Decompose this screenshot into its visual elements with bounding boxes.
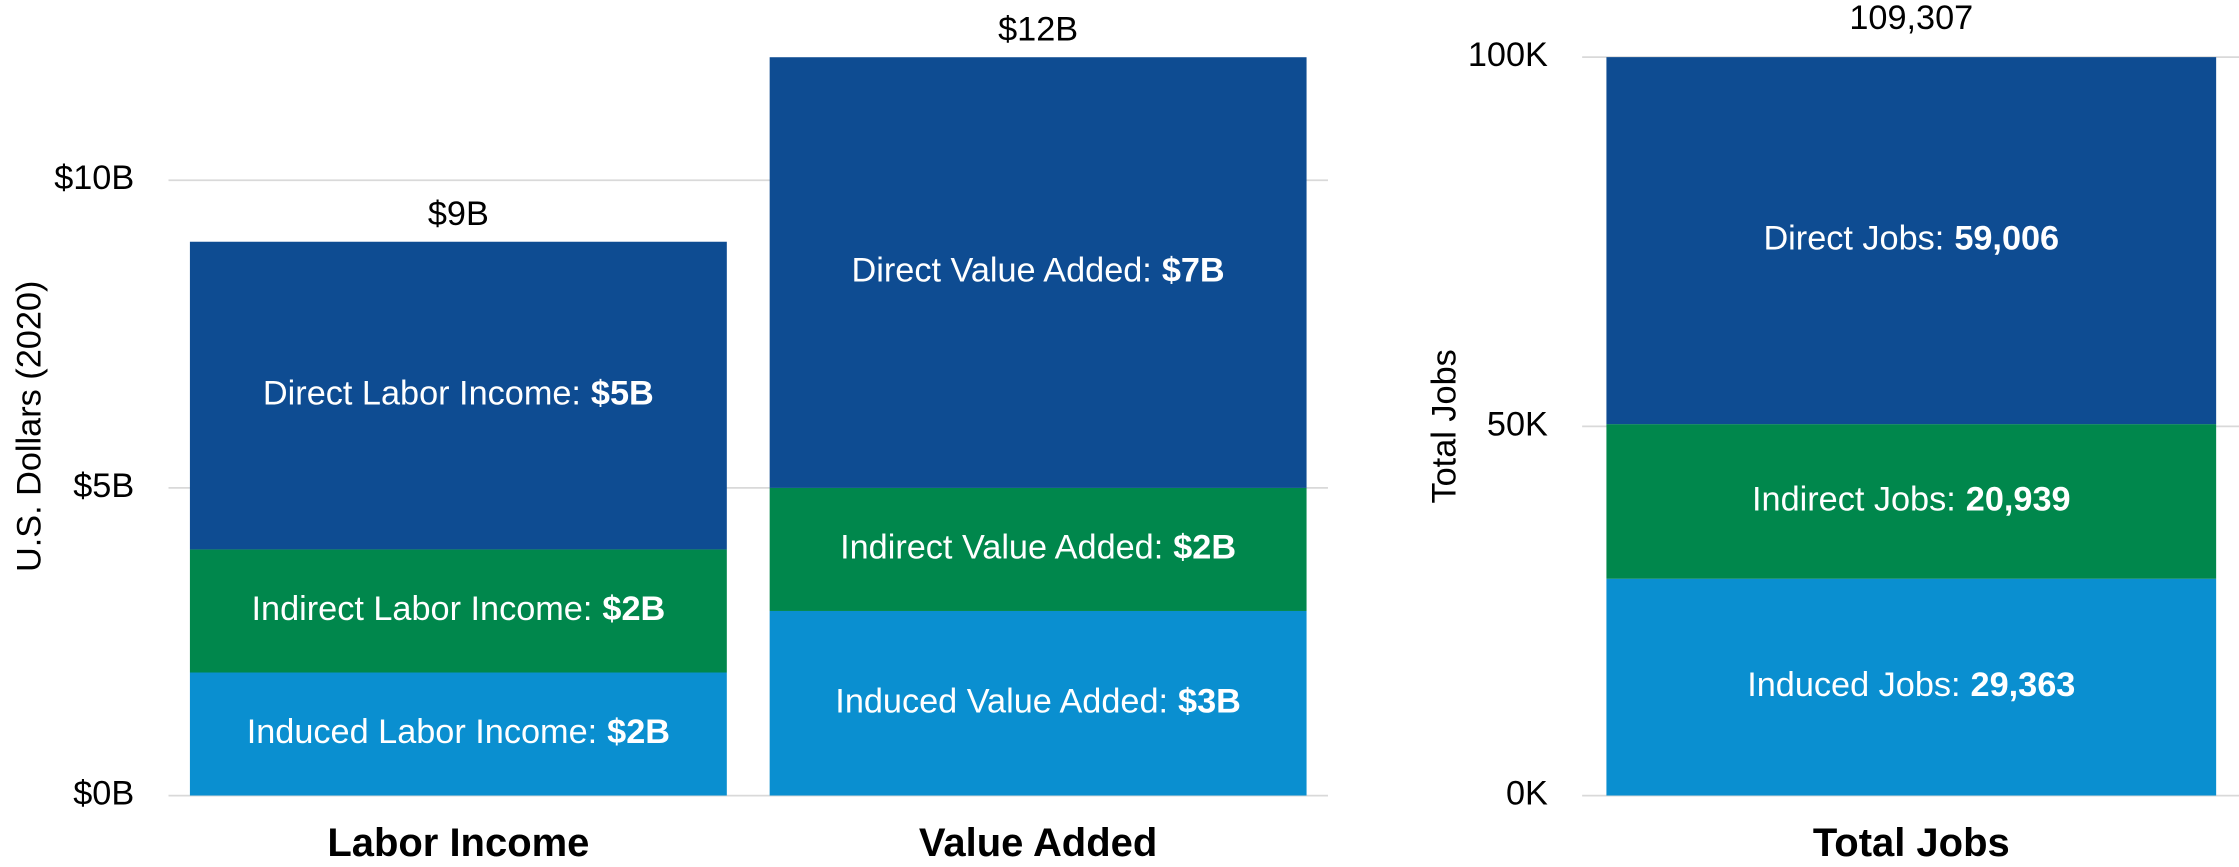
total-label: $12B xyxy=(998,10,1078,48)
bar-stack xyxy=(769,57,1307,796)
segment-name: Induced Value Added: xyxy=(835,682,1168,720)
bar-segment xyxy=(769,57,1307,488)
segment-value: $7B xyxy=(1162,252,1225,290)
x-tick-label: Total Jobs xyxy=(1813,821,2010,865)
y-tick-label: $10B xyxy=(54,159,134,197)
segment-label: Indirect Labor Income: $2B xyxy=(251,590,665,628)
bar-stack xyxy=(1606,57,2217,796)
segment-value: $2B xyxy=(602,590,665,628)
segment-value: $3B xyxy=(1178,682,1241,720)
bar-segment xyxy=(1606,578,2217,796)
y-tick-label: 0K xyxy=(1506,775,1548,813)
segment-name: Indirect Jobs: xyxy=(1752,480,1956,518)
segment-label: Indirect Value Added: $2B xyxy=(840,528,1236,566)
segment-name: Direct Value Added: xyxy=(852,252,1152,290)
bar-segment xyxy=(769,487,1307,611)
segment-name: Induced Labor Income: xyxy=(247,713,597,751)
segment-name: Direct Jobs: xyxy=(1763,220,1944,258)
segment-value: $2B xyxy=(1173,528,1236,566)
y-tick-label: 100K xyxy=(1468,36,1548,74)
x-tick-label: Value Added xyxy=(919,821,1157,865)
y-tick-label: $5B xyxy=(73,467,134,505)
bar-segment xyxy=(189,549,727,673)
y-axis-label: Total Jobs xyxy=(1426,349,1464,503)
bar-segment xyxy=(1606,57,2217,425)
segment-label: Direct Value Added: $7B xyxy=(852,252,1225,290)
segment-label: Direct Labor Income: $5B xyxy=(263,375,654,413)
bar-segment xyxy=(189,241,727,550)
segment-value: 29,363 xyxy=(1971,666,2076,704)
segment-label: Induced Value Added: $3B xyxy=(835,682,1241,720)
segment-label: Direct Jobs: 59,006 xyxy=(1763,220,2059,258)
segment-label: Induced Labor Income: $2B xyxy=(247,713,670,751)
y-axis-label: U.S. Dollars (2020) xyxy=(10,281,48,572)
segment-name: Indirect Value Added: xyxy=(840,528,1163,566)
y-tick-label: $0B xyxy=(73,775,134,813)
segment-label: Induced Jobs: 29,363 xyxy=(1747,666,2075,704)
segment-value: 59,006 xyxy=(1954,220,2059,258)
segment-name: Indirect Labor Income: xyxy=(251,590,592,628)
segment-value: $5B xyxy=(591,375,654,413)
segment-value: $2B xyxy=(607,713,670,751)
segment-label: Indirect Jobs: 20,939 xyxy=(1752,480,2071,518)
y-tick-label: 50K xyxy=(1487,405,1548,443)
total-label: $9B xyxy=(428,195,489,233)
segment-value: 20,939 xyxy=(1966,480,2071,518)
bar-stack xyxy=(189,241,727,796)
x-tick-label: Labor Income xyxy=(327,821,589,865)
bar-segment xyxy=(1606,424,2217,579)
bar-segment xyxy=(189,672,727,796)
bar-segment xyxy=(769,610,1307,796)
segment-name: Induced Jobs: xyxy=(1747,666,1960,704)
total-label: 109,307 xyxy=(1849,0,1973,37)
segment-name: Direct Labor Income: xyxy=(263,375,581,413)
